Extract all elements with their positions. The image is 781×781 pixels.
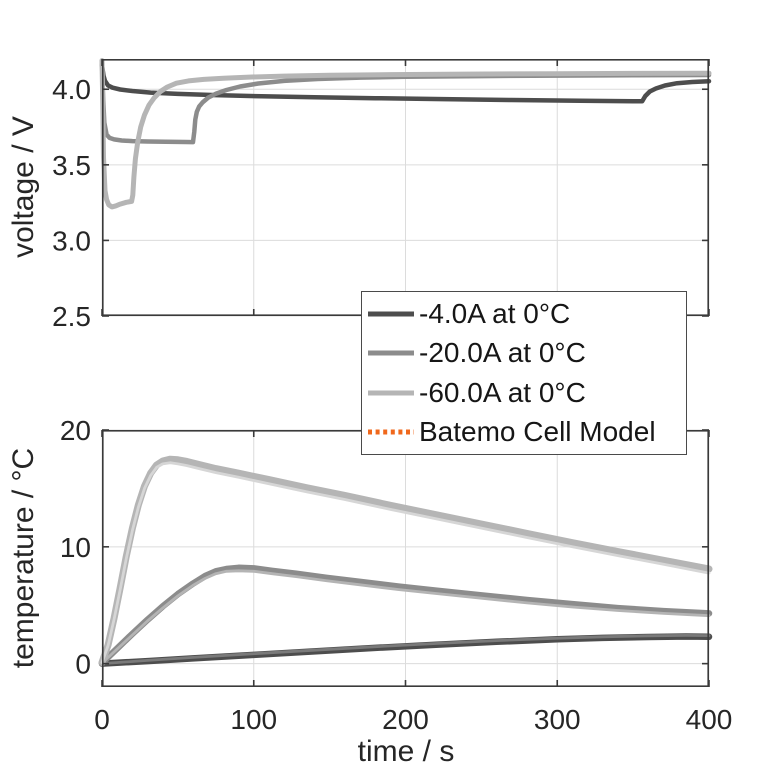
legend-label: Batemo Cell Model <box>419 415 656 447</box>
legend-item-batemo-model: Batemo Cell Model <box>368 413 686 451</box>
legend-dotted-line-icon <box>368 429 414 435</box>
x-tick-label: 0 <box>94 704 110 735</box>
y-tick-label: 20 <box>60 415 91 446</box>
y-tick-label: 4.0 <box>52 74 91 105</box>
x-tick-label: 100 <box>230 704 277 735</box>
y-tick-label: 0 <box>75 649 91 680</box>
voltage-chart: 2.5 3.0 3.5 4.0 <box>52 58 712 332</box>
series-line <box>99 62 712 104</box>
legend-item-4a: -4.0A at 0°C <box>368 295 686 333</box>
series-line <box>99 58 712 210</box>
legend-label: -60.0A at 0°C <box>419 376 586 408</box>
series-line <box>100 461 711 664</box>
time-axis-label: time / s <box>357 735 455 768</box>
y-tick-label: 2.5 <box>52 301 91 332</box>
legend-item-20a: -20.0A at 0°C <box>368 334 686 372</box>
legend-line-20a-icon <box>368 350 414 356</box>
legend-label: -4.0A at 0°C <box>419 298 571 330</box>
series-line <box>99 61 712 145</box>
series-line <box>100 569 711 665</box>
y-tick-label: 10 <box>60 532 91 563</box>
y-tick-label: 3.5 <box>52 150 91 181</box>
legend-item-60a: -60.0A at 0°C <box>368 374 686 412</box>
legend: -4.0A at 0°C -20.0A at 0°C -60.0A at 0°C… <box>361 291 687 455</box>
temperature-axis-label: temperature / °C <box>7 447 40 669</box>
legend-line-60a-icon <box>368 390 414 396</box>
temperature-chart: 0 100 200 300 400 0 10 20 <box>60 415 733 735</box>
x-tick-label: 200 <box>382 704 429 735</box>
voltage-axis-label: voltage / V <box>7 116 40 258</box>
x-tick-label: 400 <box>686 704 733 735</box>
series-line <box>100 633 711 666</box>
y-tick-label: 3.0 <box>52 225 91 256</box>
legend-line-4a-icon <box>368 311 414 317</box>
x-tick-label: 300 <box>534 704 581 735</box>
legend-label: -20.0A at 0°C <box>419 337 586 369</box>
